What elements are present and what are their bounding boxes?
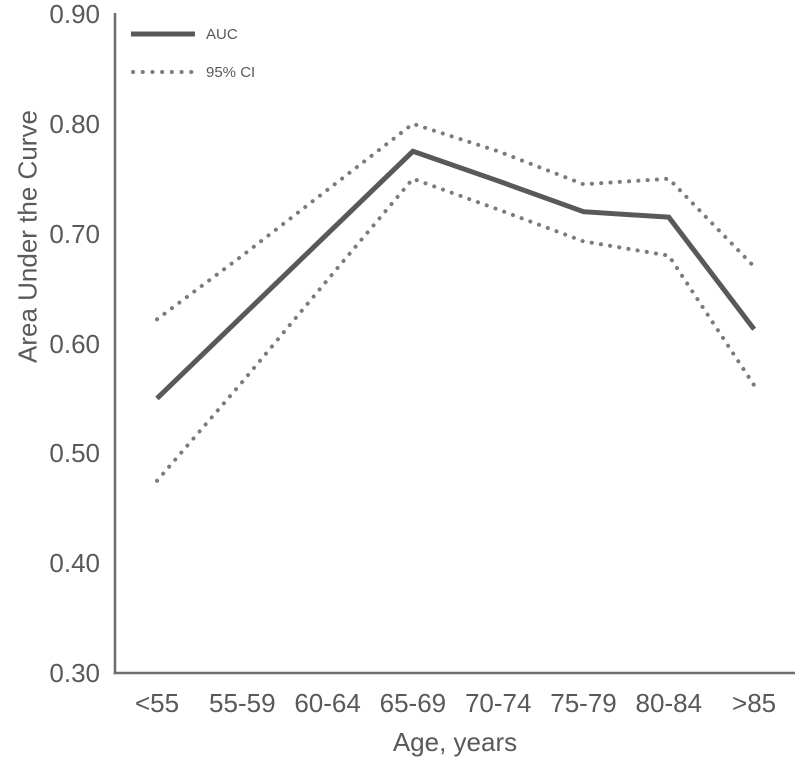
x-tick-label: 80-84 <box>635 688 703 718</box>
x-tick-label: <55 <box>134 688 180 718</box>
y-tick-label: 0.60 <box>49 328 100 359</box>
y-tick-label: 0.90 <box>49 0 100 29</box>
legend-item-ci: 95% CI <box>129 60 255 84</box>
axes <box>113 13 795 675</box>
legend-label-auc: AUC <box>206 25 238 43</box>
x-tick-label: 55-59 <box>209 688 276 718</box>
y-tick-label: 0.30 <box>49 658 100 688</box>
y-tick-label: 0.40 <box>49 548 100 579</box>
y-tick-label: 0.80 <box>49 108 100 139</box>
auc-line <box>155 148 757 401</box>
ci-upper-line <box>155 121 757 322</box>
ci-lower-line <box>155 176 757 483</box>
data-series <box>155 121 757 483</box>
x-tick-label: 75-79 <box>550 688 617 718</box>
solid-line-swatch <box>131 31 195 37</box>
y-axis-title: Area Under the Curve <box>13 110 44 363</box>
dotted-line-swatch <box>131 70 195 74</box>
x-axis-title: Age, years <box>392 727 518 757</box>
x-tick-label: 60-64 <box>294 688 361 718</box>
legend: AUC 95% CI <box>129 22 255 98</box>
x-tick-label: 70-74 <box>464 688 532 718</box>
y-axis-title-text: Area Under the Curve <box>12 110 43 363</box>
legend-item-auc: AUC <box>129 22 255 46</box>
legend-label-ci: 95% CI <box>206 63 256 81</box>
y-tick-label: 0.50 <box>49 438 100 469</box>
x-tick-label: >85 <box>732 688 777 718</box>
x-tick-label: 65-69 <box>379 688 447 718</box>
y-tick-label: 0.70 <box>49 218 100 249</box>
